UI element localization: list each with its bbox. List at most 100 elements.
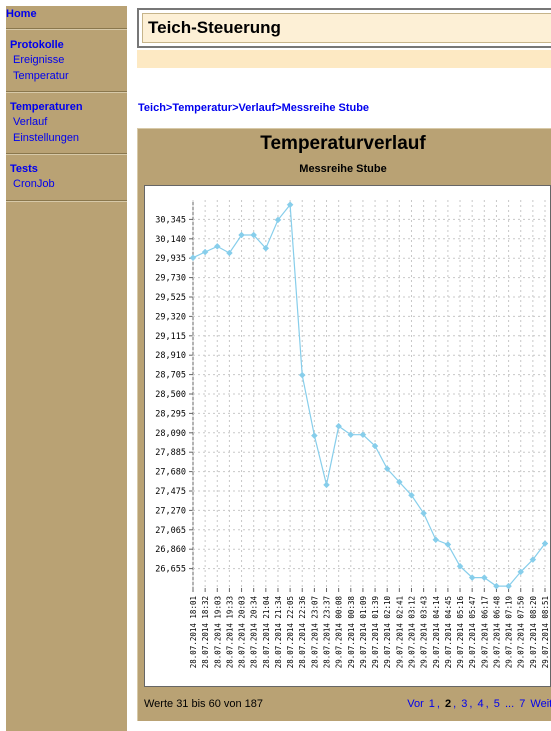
y-tick-label: 27,885 [155, 448, 186, 458]
x-tick-label: 29.07.2014 07:50 [517, 596, 526, 669]
nav-item-einstellungen[interactable]: Einstellungen [13, 131, 80, 144]
x-tick-label: 29.07.2014 07:19 [505, 596, 514, 668]
nav-heading-tests[interactable]: Tests [10, 163, 38, 175]
y-tick-label: 27,680 [155, 468, 186, 478]
nav-item-cronjob[interactable]: CronJob [13, 178, 55, 190]
data-point [456, 562, 464, 570]
y-tick-label: 28,295 [155, 409, 186, 419]
x-tick-label: 28.07.2014 21:34 [274, 596, 283, 669]
pager-comma: , [469, 698, 473, 710]
data-point [493, 582, 500, 590]
y-tick-label: 29,525 [155, 293, 186, 303]
x-tick-label: 28.07.2014 19:03 [213, 596, 222, 668]
nav-item-verlauf[interactable]: Verlauf [13, 116, 48, 128]
x-tick-label: 29.07.2014 00:38 [347, 596, 356, 669]
x-tick-label: 29.07.2014 04:45 [444, 596, 453, 668]
y-tick-label: 28,705 [155, 371, 186, 381]
x-tick-label: 29.07.2014 03:43 [420, 596, 429, 668]
y-tick-label: 30,140 [155, 235, 186, 245]
sidebar: Home Protokolle Ereignisse Temperatur Te… [6, 6, 127, 731]
chart-area: 30,345 30,140 29,935 29,730 29,525 29,320 29,1… [144, 185, 551, 687]
y-tick-label: 26,860 [155, 545, 186, 555]
header: Teich-Steuerung [137, 8, 551, 48]
data-point [238, 231, 245, 239]
chart-panel: Temperaturverlauf Messreihe Stube 30,345… [137, 128, 551, 721]
data-point [347, 431, 355, 439]
x-tick-label: 29.07.2014 06:48 [492, 596, 501, 669]
pager-page-1[interactable]: 1 [428, 698, 435, 710]
breadcrumb-temperatur[interactable]: Temperatur [172, 102, 233, 114]
data-point [420, 509, 427, 517]
pager-page-5[interactable]: 5 [493, 698, 500, 710]
breadcrumb-separator: > [232, 102, 239, 114]
nav-item-temperatur[interactable]: Temperatur [13, 69, 69, 82]
data-point [529, 556, 537, 563]
data-point [468, 574, 476, 581]
data-point [480, 574, 488, 581]
pager-next[interactable]: Weiter [530, 698, 551, 710]
data-point [250, 231, 258, 239]
x-tick-label: 28.07.2014 18:32 [201, 596, 210, 668]
x-tick-label: 29.07.2014 03:12 [407, 596, 416, 668]
y-tick-label: 27,065 [155, 526, 186, 536]
nav-divider [6, 91, 127, 93]
x-tick-label: 29.07.2014 02:41 [395, 596, 404, 668]
data-point [517, 568, 525, 576]
x-tick-label: 28.07.2014 19:33 [225, 596, 234, 668]
y-tick-label: 27,475 [155, 487, 186, 497]
x-tick-label: 28.07.2014 21:04 [262, 596, 271, 669]
x-tick-label: 29.07.2014 08:20 [529, 596, 538, 669]
data-point [408, 491, 415, 499]
data-point [505, 582, 512, 590]
breadcrumb-separator: > [165, 102, 173, 114]
nav-heading-protokolle[interactable]: Protokolle [10, 39, 64, 51]
x-tick-label: 29.07.2014 05:16 [456, 596, 465, 669]
x-tick-label: 28.07.2014 22:36 [298, 596, 307, 669]
breadcrumb-messreihe-stube[interactable]: Messreihe Stube [281, 102, 370, 114]
breadcrumb-teich[interactable]: Teich [138, 102, 166, 114]
header-inner: Teich-Steuerung [142, 13, 551, 43]
nav-divider [6, 28, 127, 30]
nav-group-temperaturen: Temperaturen Verlauf Einstellungen [10, 100, 83, 146]
data-point [213, 243, 221, 250]
data-point [541, 540, 549, 547]
data-point [189, 254, 197, 262]
data-point [262, 244, 270, 252]
breadcrumb-verlauf[interactable]: Verlauf [238, 102, 276, 114]
pager-prev[interactable]: Vor [407, 698, 424, 710]
data-point [311, 432, 318, 439]
x-tick-label: 29.07.2014 05:47 [468, 596, 477, 668]
data-point [359, 431, 367, 439]
x-tick-label: 29.07.2014 04:14 [432, 596, 441, 669]
nav-item-ereignisse[interactable]: Ereignisse [13, 54, 65, 66]
x-tick-label: 28.07.2014 20:34 [250, 596, 259, 669]
data-point [286, 201, 294, 209]
data-point [274, 216, 282, 224]
data-point [335, 422, 343, 430]
pager-page-7[interactable]: 7 [519, 698, 526, 710]
x-tick-label: 28.07.2014 20:03 [238, 596, 247, 668]
result-count: Werte 31 bis 60 von 187 [144, 698, 264, 710]
x-tick-label: 28.07.2014 18:01 [189, 596, 198, 668]
data-point [371, 442, 379, 450]
y-tick-label: 28,500 [155, 390, 186, 400]
pager-comma: , [436, 698, 440, 710]
pager-page-3[interactable]: 3 [461, 698, 468, 710]
chart-title: Temperaturverlauf [260, 133, 426, 154]
header-strip [137, 50, 551, 68]
x-tick-label: 29.07.2014 01:39 [371, 596, 380, 668]
pagination: Vor 1, 2, 3, 4, 5 ... 7 Weiter [405, 698, 551, 710]
y-tick-label: 26,655 [155, 565, 186, 575]
x-tick-label: 28.07.2014 23:07 [310, 596, 319, 668]
pager-comma: , [485, 698, 489, 710]
x-tick-label: 29.07.2014 08:51 [541, 596, 550, 668]
nav-home[interactable]: Home [6, 8, 37, 20]
nav-group-protokolle: Protokolle Ereignisse Temperatur [10, 38, 69, 84]
x-tick-label: 28.07.2014 23:37 [323, 596, 332, 668]
pager-page-4[interactable]: 4 [477, 698, 484, 710]
nav-heading-temperaturen[interactable]: Temperaturen [10, 101, 83, 113]
y-tick-label: 28,910 [155, 351, 186, 361]
pager-ellipsis: ... [504, 698, 515, 710]
page-title: Teich-Steuerung [148, 18, 281, 37]
y-tick-label: 28,090 [155, 429, 186, 439]
